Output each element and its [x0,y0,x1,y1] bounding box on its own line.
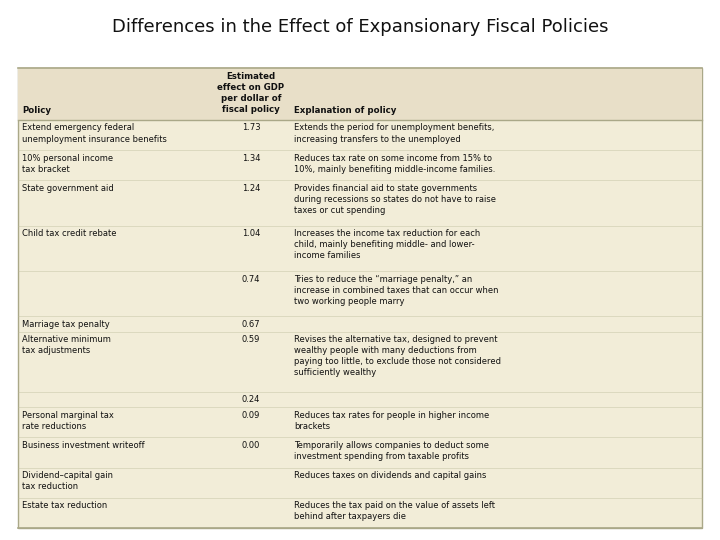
Text: Estate tax reduction: Estate tax reduction [22,501,107,510]
Text: Dividend–capital gain
tax reduction: Dividend–capital gain tax reduction [22,471,113,491]
Text: Revises the alternative tax, designed to prevent
wealthy people with many deduct: Revises the alternative tax, designed to… [294,335,501,377]
Text: Reduces tax rate on some income from 15% to
10%, mainly benefiting middle-income: Reduces tax rate on some income from 15%… [294,154,495,174]
Text: Estimated
effect on GDP
per dollar of
fiscal policy: Estimated effect on GDP per dollar of fi… [217,72,284,114]
Text: 0.09: 0.09 [242,410,260,420]
Text: Provides financial aid to state governments
during recessions so states do not h: Provides financial aid to state governme… [294,184,496,215]
Text: Child tax credit rebate: Child tax credit rebate [22,230,117,238]
Text: 0.00: 0.00 [242,441,260,450]
Text: Reduces taxes on dividends and capital gains: Reduces taxes on dividends and capital g… [294,471,487,480]
Bar [18,68,702,120]
Bar [18,68,702,528]
Text: Reduces tax rates for people in higher income
brackets: Reduces tax rates for people in higher i… [294,410,490,431]
Text: Explanation of policy: Explanation of policy [294,106,397,115]
Text: Business investment writeoff: Business investment writeoff [22,441,145,450]
Text: Temporarily allows companies to deduct some
investment spending from taxable pro: Temporarily allows companies to deduct s… [294,441,489,461]
Text: 0.59: 0.59 [242,335,260,344]
Text: Marriage tax penalty: Marriage tax penalty [22,320,109,329]
Text: 0.67: 0.67 [242,320,261,329]
Text: Extend emergency federal
unemployment insurance benefits: Extend emergency federal unemployment in… [22,124,167,144]
Text: Increases the income tax reduction for each
child, mainly benefiting middle- and: Increases the income tax reduction for e… [294,230,480,260]
Text: Differences in the Effect of Expansionary Fiscal Policies: Differences in the Effect of Expansionar… [112,18,608,36]
Text: Alternative minimum
tax adjustments: Alternative minimum tax adjustments [22,335,111,355]
Text: Reduces the tax paid on the value of assets left
behind after taxpayers die: Reduces the tax paid on the value of ass… [294,501,495,522]
Text: Policy: Policy [22,106,51,115]
Text: 0.74: 0.74 [242,275,260,284]
Text: 0.24: 0.24 [242,395,260,404]
Text: 1.73: 1.73 [242,124,261,132]
Text: Personal marginal tax
rate reductions: Personal marginal tax rate reductions [22,410,114,431]
Text: Extends the period for unemployment benefits,
increasing transfers to the unempl: Extends the period for unemployment bene… [294,124,495,144]
Text: Tries to reduce the “marriage penalty,” an
increase in combined taxes that can o: Tries to reduce the “marriage penalty,” … [294,275,498,306]
Text: 10% personal income
tax bracket: 10% personal income tax bracket [22,154,113,174]
Text: 1.04: 1.04 [242,230,260,238]
Text: 1.24: 1.24 [242,184,260,193]
Text: State government aid: State government aid [22,184,114,193]
Text: 1.34: 1.34 [242,154,260,163]
